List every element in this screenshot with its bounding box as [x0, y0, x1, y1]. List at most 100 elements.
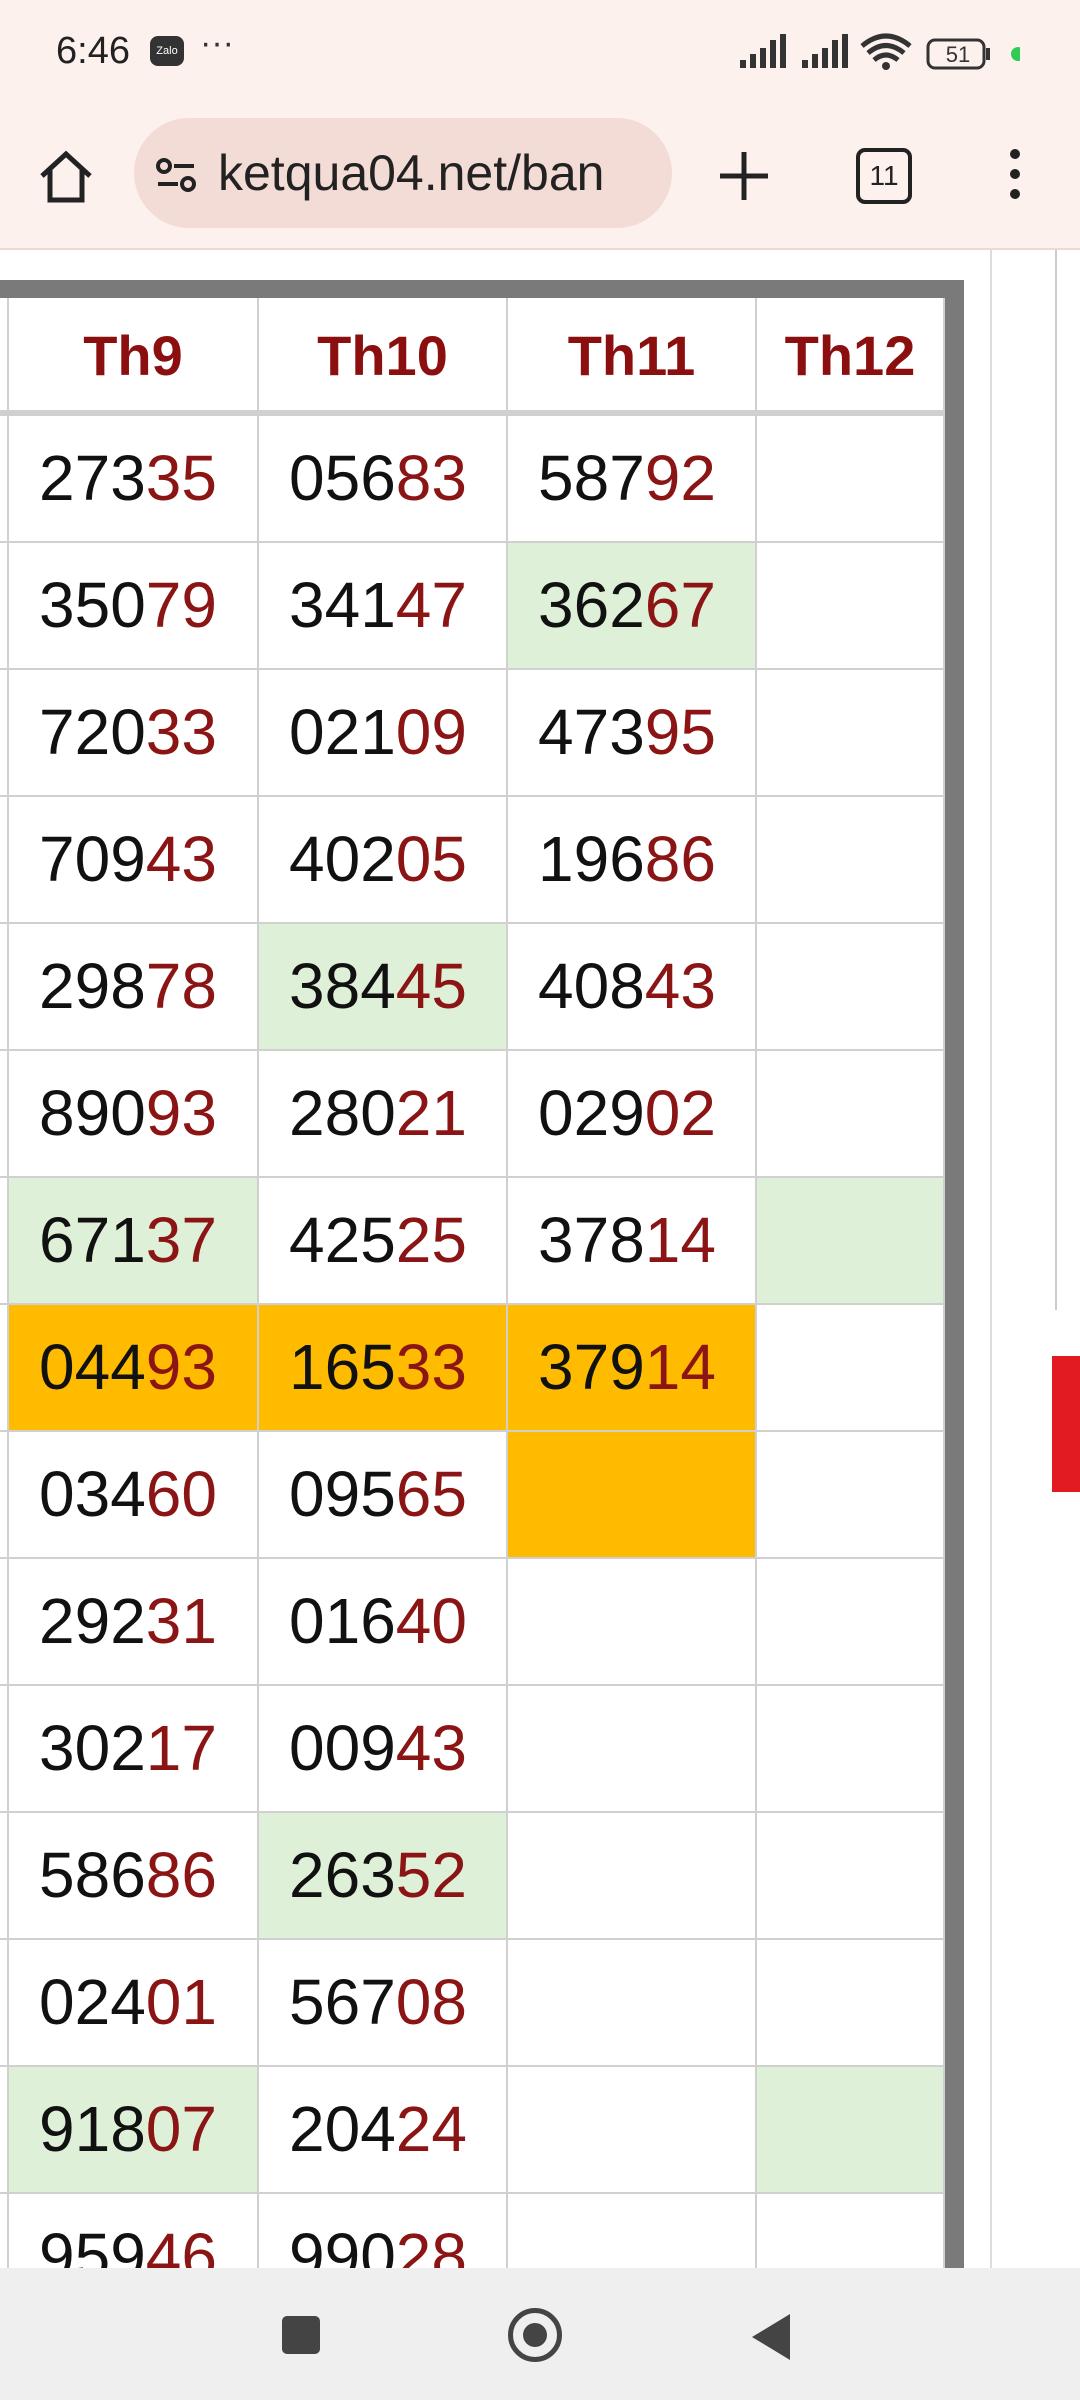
new-tab-button[interactable]	[716, 148, 772, 204]
number-prefix: 298	[39, 950, 146, 1022]
home-nav-button[interactable]	[508, 2308, 562, 2362]
column-header: Th10	[259, 298, 508, 416]
number-suffix: 05	[395, 823, 467, 895]
table-cell: 16533	[259, 1305, 508, 1432]
number-suffix: 09	[395, 696, 467, 768]
number-suffix: 79	[145, 569, 217, 641]
table-cell: 37914	[508, 1305, 757, 1432]
number-prefix: 990	[289, 2220, 396, 2268]
page-content: Th9 Th10 Th11 Th12 27335 05683 58792 35079 34147…	[0, 250, 1080, 2268]
table-cell	[757, 1051, 945, 1178]
battery-level: 51	[945, 42, 971, 67]
table-cell	[757, 797, 945, 924]
table-cell	[757, 543, 945, 670]
side-column	[1055, 250, 1057, 1310]
table-cell: 42525	[259, 1178, 508, 1305]
number-prefix: 029	[538, 1077, 645, 1149]
table-cell: 29231	[9, 1559, 259, 1686]
table-cell: 99028	[259, 2194, 508, 2268]
table-cell	[757, 1940, 945, 2067]
number-suffix: 21	[395, 1077, 467, 1149]
url-text: ketqua04.net/ban	[218, 145, 605, 201]
table-cell: 35079	[9, 543, 259, 670]
table-cell: 95946	[9, 2194, 259, 2268]
number-suffix: 07	[145, 2093, 217, 2165]
number-suffix: 60	[145, 1458, 217, 1530]
number-suffix: 93	[145, 1331, 217, 1403]
table-cell	[757, 924, 945, 1051]
table-cell	[757, 1432, 945, 1559]
table-cell: 58792	[508, 416, 757, 543]
left-column-cell	[0, 2067, 9, 2194]
number-suffix: 47	[395, 569, 467, 641]
number-prefix: 959	[39, 2220, 146, 2268]
back-button[interactable]	[748, 2312, 794, 2362]
number-prefix: 408	[538, 950, 645, 1022]
table-cell	[757, 1178, 945, 1305]
menu-button[interactable]	[1000, 144, 1030, 204]
nav-bar	[0, 2268, 1080, 2400]
number-suffix: 43	[145, 823, 217, 895]
number-prefix: 263	[289, 1839, 396, 1911]
table-cell: 40843	[508, 924, 757, 1051]
table-cell	[757, 416, 945, 543]
home-button[interactable]	[36, 146, 96, 206]
table-cell	[508, 1940, 757, 2067]
number-prefix: 709	[39, 823, 146, 895]
table-cell: 36267	[508, 543, 757, 670]
number-suffix: 17	[145, 1712, 217, 1784]
table-cell	[508, 2194, 757, 2268]
number-prefix: 587	[538, 442, 645, 514]
left-column-cell	[0, 1686, 9, 1813]
number-prefix: 350	[39, 569, 146, 641]
table-cell	[508, 1559, 757, 1686]
number-suffix: 40	[395, 1585, 467, 1657]
table-cell: 91807	[9, 2067, 259, 2194]
number-suffix: 92	[644, 442, 716, 514]
table-cell	[508, 1432, 757, 1559]
site-info-icon[interactable]	[154, 156, 202, 196]
number-suffix: 65	[395, 1458, 467, 1530]
table-cell: 20424	[259, 2067, 508, 2194]
number-suffix: 33	[395, 1331, 467, 1403]
number-suffix: 46	[145, 2220, 217, 2268]
more-notifications: ···	[200, 24, 234, 62]
number-prefix: 273	[39, 442, 146, 514]
number-suffix: 93	[145, 1077, 217, 1149]
table-cell: 01640	[259, 1559, 508, 1686]
number-prefix: 196	[538, 823, 645, 895]
tab-switcher[interactable]: 11	[856, 148, 912, 204]
table-cell: 00943	[259, 1686, 508, 1813]
left-column-cell	[0, 2194, 9, 2268]
table-cell	[757, 1559, 945, 1686]
number-suffix: 43	[395, 1712, 467, 1784]
number-suffix: 01	[145, 1966, 217, 2038]
left-column-cell	[0, 1432, 9, 1559]
recents-button[interactable]	[282, 2316, 320, 2354]
url-bar[interactable]: ketqua04.net/ban	[134, 118, 672, 228]
column-header: Th12	[757, 298, 945, 416]
table-cell	[757, 2194, 945, 2268]
table-cell	[508, 1686, 757, 1813]
number-suffix: 02	[644, 1077, 716, 1149]
column-header: Th11	[508, 298, 757, 416]
left-column-cell	[0, 1178, 9, 1305]
number-suffix: 95	[644, 696, 716, 768]
table-cell	[757, 670, 945, 797]
table-cell: 02401	[9, 1940, 259, 2067]
number-suffix: 31	[145, 1585, 217, 1657]
number-prefix: 402	[289, 823, 396, 895]
table-cell: 40205	[259, 797, 508, 924]
number-suffix: 52	[395, 1839, 467, 1911]
time: 6:46	[56, 30, 130, 72]
results-table: Th9 Th10 Th11 Th12 27335 05683 58792 35079 34147…	[0, 298, 945, 2268]
number-prefix: 009	[289, 1712, 396, 1784]
table-cell: 28021	[259, 1051, 508, 1178]
table-cell: 02902	[508, 1051, 757, 1178]
table-cell: 47395	[508, 670, 757, 797]
table-cell: 09565	[259, 1432, 508, 1559]
table-cell	[757, 1305, 945, 1432]
table-cell: 34147	[259, 543, 508, 670]
number-prefix: 021	[289, 696, 396, 768]
left-column-cell	[0, 416, 9, 543]
